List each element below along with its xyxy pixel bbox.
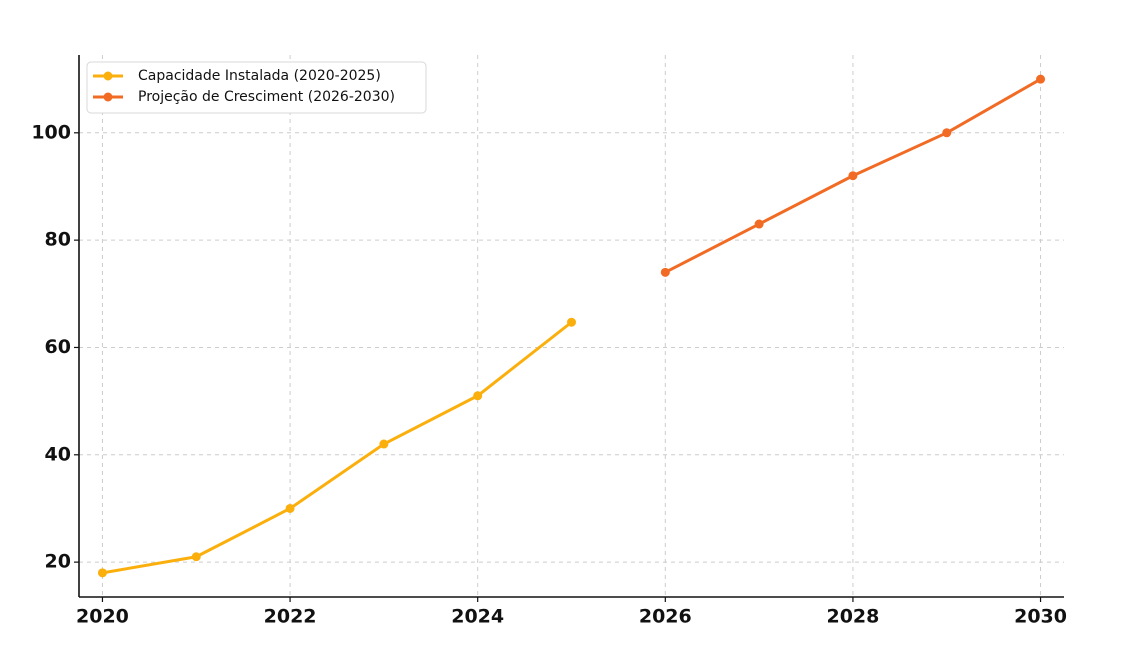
y-tick-label: 60 <box>45 336 71 358</box>
x-tick-label: 2028 <box>826 606 879 628</box>
data-point <box>567 317 576 327</box>
data-point <box>285 503 295 513</box>
legend-label: Projeção de Cresciment (2026-2030) <box>138 89 395 105</box>
x-tick-label: 2030 <box>1014 606 1067 628</box>
x-tick-label: 2026 <box>639 606 692 628</box>
data-point <box>379 439 389 449</box>
data-point <box>191 552 201 562</box>
legend-box <box>86 61 427 114</box>
tick-labels: 2020 2022 2024 2026 2028 2030 20 40 60 80 100 <box>31 121 1067 627</box>
y-tick-label: 80 <box>45 229 71 251</box>
legend-label: Capacidade Instalada (2020-2025) <box>138 68 381 84</box>
data-point <box>754 219 764 229</box>
x-tick-label: 2024 <box>451 606 504 628</box>
x-tick-label: 2022 <box>264 606 317 628</box>
data-point <box>660 267 670 277</box>
legend-swatch-marker <box>103 92 113 102</box>
y-tick-label: 40 <box>45 443 71 465</box>
data-point <box>942 128 952 138</box>
data-point <box>848 171 858 181</box>
y-tick-label: 100 <box>31 121 71 143</box>
data-point <box>473 391 483 401</box>
axes <box>78 55 1064 598</box>
series <box>97 74 1046 578</box>
data-point <box>97 568 107 578</box>
x-tick-label: 2020 <box>76 606 129 628</box>
legend-swatch-marker <box>103 71 113 81</box>
legend: Capacidade Instalada (2020-2025) Projeção… <box>86 61 427 114</box>
series-line-1 <box>100 320 573 575</box>
data-point <box>1036 74 1046 84</box>
y-tick-label: 20 <box>45 551 71 573</box>
